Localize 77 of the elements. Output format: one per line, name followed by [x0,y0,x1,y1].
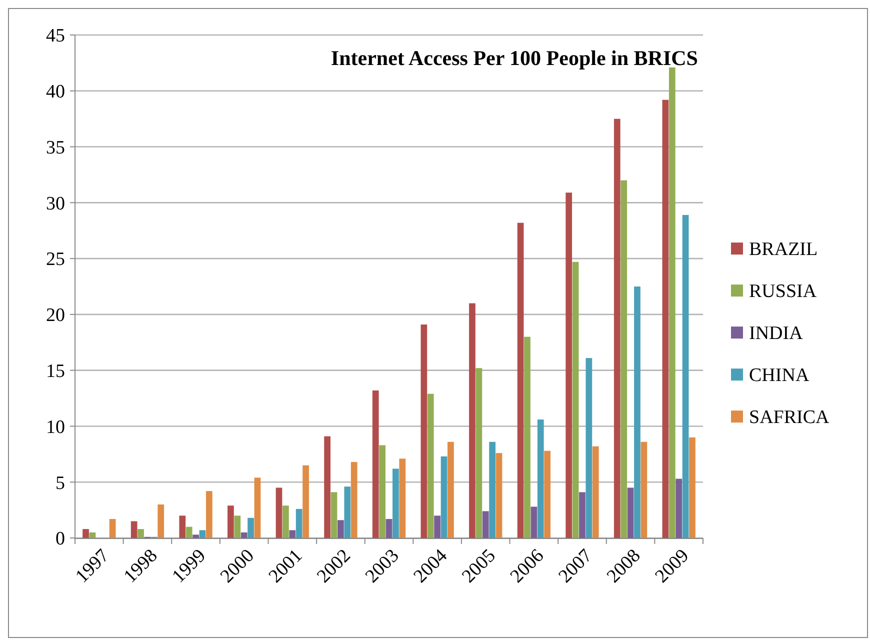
bar [586,358,592,538]
bar [276,488,282,538]
bar [627,488,634,538]
bar [482,511,489,538]
bar [109,519,116,538]
bar [572,262,579,538]
bar [476,368,482,538]
bar [592,446,599,538]
bar [682,214,689,538]
y-tick-label: 35 [46,137,65,158]
bar [434,516,440,538]
bar [158,504,164,538]
bar [676,478,682,538]
bar [634,286,640,538]
y-tick-label: 30 [46,193,65,214]
y-tick-label: 45 [46,26,65,47]
bar [192,534,199,538]
bar [206,491,212,538]
bar [440,456,448,538]
bar [668,67,676,538]
bar [344,486,351,538]
bar [469,303,476,538]
bar [138,529,144,538]
bar [248,518,254,538]
bar [289,530,296,538]
bar [566,192,572,538]
bar [392,468,399,538]
bar [620,180,628,538]
bar [302,465,309,538]
bar [338,520,344,538]
y-tick-label: 0 [56,528,65,550]
y-tick-label: 15 [46,360,65,382]
legend-label: CHINA [749,365,810,386]
bar [372,390,379,538]
text: Internet Access Per 100 People in BRICS [330,46,698,70]
bar [517,222,524,538]
bar [350,462,358,538]
y-tick-label: 25 [46,249,65,270]
bar [614,118,620,538]
bar [130,521,138,538]
bar [330,492,338,538]
bar [537,420,544,538]
bar [489,442,496,538]
bar [186,526,192,538]
bar [282,506,289,538]
bar [640,442,648,538]
bar [89,532,96,538]
legend-label: RUSSIA [749,281,817,302]
bar [254,478,261,538]
bar [379,445,386,538]
bar [530,506,538,538]
bar [689,437,696,538]
legend-label: INDIA [749,323,804,344]
y-tick-label: 40 [46,82,65,103]
bar [427,394,434,538]
legend-label: BRAZIL [749,239,818,260]
bar [496,453,502,538]
bar [324,436,330,538]
y-tick-label: 10 [46,416,65,438]
bar [420,324,428,538]
bar [448,442,454,538]
y-tick-label: 20 [46,305,65,326]
bar [179,516,186,538]
bar [544,450,550,538]
bar [82,529,89,538]
bar [386,519,392,538]
bar [524,336,530,538]
bar [399,458,406,538]
bar [199,530,206,538]
bar [662,100,669,538]
y-tick-label: 5 [56,472,65,494]
bar [579,492,586,538]
bar [240,532,248,538]
bar [228,506,234,538]
bar [296,508,302,538]
legend-label: SAFRICA [749,407,830,428]
bar [234,516,241,538]
